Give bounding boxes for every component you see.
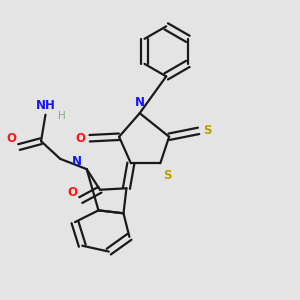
Text: N: N — [72, 155, 82, 168]
Text: N: N — [135, 96, 145, 109]
Text: O: O — [75, 132, 85, 145]
Text: NH: NH — [35, 99, 56, 112]
Text: H: H — [58, 111, 66, 121]
Text: O: O — [67, 186, 77, 199]
Text: O: O — [6, 132, 16, 145]
Text: S: S — [163, 169, 172, 182]
Text: S: S — [203, 124, 212, 137]
